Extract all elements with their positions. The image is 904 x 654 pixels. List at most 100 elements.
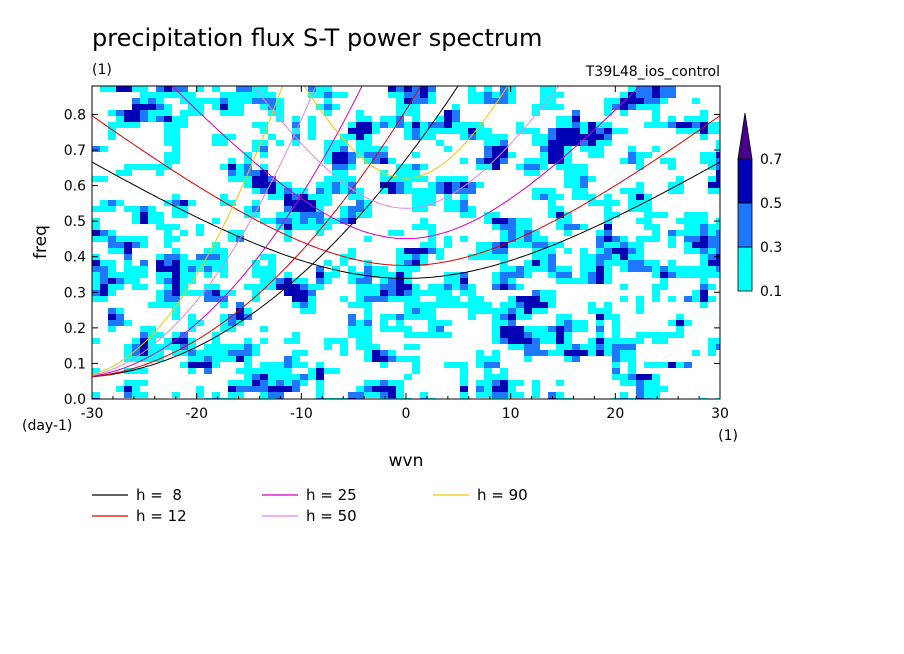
heatmap-cell [580, 176, 588, 182]
heatmap-cell [380, 284, 388, 290]
heatmap-cell [268, 92, 276, 98]
heatmap-cell [268, 188, 276, 194]
heatmap-cell [292, 356, 300, 362]
heatmap-cell [668, 188, 676, 194]
heatmap-cell [284, 356, 292, 362]
heatmap-cell [564, 218, 572, 224]
heatmap-cell [604, 98, 612, 104]
heatmap-cell [604, 308, 612, 314]
heatmap-cell [668, 272, 676, 278]
heatmap-cell [92, 224, 100, 230]
heatmap-cell [588, 344, 596, 350]
heatmap-cell [484, 380, 492, 386]
heatmap-cell [332, 92, 340, 98]
heatmap-cell [92, 176, 100, 182]
heatmap-cell [236, 368, 244, 374]
heatmap-cell [404, 308, 412, 314]
heatmap-cell [580, 140, 588, 146]
heatmap-cell [588, 254, 596, 260]
heatmap-cell [204, 260, 212, 266]
heatmap-cell [92, 392, 100, 398]
heatmap-cell [716, 158, 720, 164]
heatmap-cell [668, 164, 676, 170]
heatmap-cell [276, 140, 284, 146]
heatmap-cell [364, 356, 372, 362]
heatmap-cell [708, 224, 716, 230]
heatmap-cell [500, 392, 508, 398]
heatmap-cell [420, 194, 428, 200]
heatmap-cell [316, 206, 324, 212]
heatmap-cell [508, 152, 516, 158]
y-tick-label: 0.1 [64, 356, 86, 372]
heatmap-cell [124, 386, 132, 392]
heatmap-cell [116, 200, 124, 206]
heatmap-cell [716, 128, 720, 134]
heatmap-cell [492, 350, 500, 356]
heatmap-cell [180, 260, 188, 266]
heatmap-cell [308, 194, 316, 200]
heatmap-cell [356, 296, 364, 302]
heatmap-cell [316, 224, 324, 230]
heatmap-cell [716, 182, 720, 188]
heatmap-cell [388, 290, 396, 296]
heatmap-cell [532, 128, 540, 134]
heatmap-cell [500, 92, 508, 98]
heatmap-cell [692, 122, 700, 128]
heatmap-cell [564, 152, 572, 158]
heatmap-cell [452, 116, 460, 122]
heatmap-cell [620, 92, 628, 98]
heatmap-cell [100, 236, 108, 242]
heatmap-cell [500, 326, 508, 332]
heatmap-cell [268, 266, 276, 272]
heatmap-cell [628, 380, 636, 386]
heatmap-cell [284, 278, 292, 284]
heatmap-cell [596, 332, 604, 338]
heatmap-cell [428, 302, 436, 308]
heatmap-cell [132, 104, 140, 110]
heatmap-cell [412, 110, 420, 116]
heatmap-cell [276, 368, 284, 374]
heatmap-cell [156, 110, 164, 116]
heatmap-cell [188, 200, 196, 206]
heatmap-cell [156, 254, 164, 260]
heatmap-cell [92, 260, 100, 266]
heatmap-cell [228, 320, 236, 326]
heatmap-cell [692, 230, 700, 236]
heatmap-cell [124, 242, 132, 248]
heatmap-cell [132, 110, 140, 116]
heatmap-cell [404, 98, 412, 104]
heatmap-cell [668, 242, 676, 248]
heatmap-cell [180, 206, 188, 212]
heatmap-cell [276, 386, 284, 392]
heatmap-cell [668, 332, 676, 338]
heatmap-cell [252, 92, 260, 98]
heatmap-cell [708, 230, 716, 236]
heatmap-cell [100, 296, 108, 302]
heatmap-cell [148, 338, 156, 344]
heatmap-cell [524, 314, 532, 320]
heatmap-cell [132, 98, 140, 104]
heatmap-cell [252, 212, 260, 218]
heatmap-cell [532, 140, 540, 146]
heatmap-cell [372, 296, 380, 302]
heatmap-cell [580, 164, 588, 170]
heatmap-cell [396, 356, 404, 362]
heatmap-cell [436, 302, 444, 308]
heatmap-cell [428, 188, 436, 194]
heatmap-cell [348, 176, 356, 182]
heatmap-cell [212, 344, 220, 350]
heatmap-cell [244, 386, 252, 392]
heatmap-cell [228, 110, 236, 116]
heatmap-cell [708, 266, 716, 272]
heatmap-cell [428, 248, 436, 254]
heatmap-cell [356, 110, 364, 116]
heatmap-cell [236, 176, 244, 182]
heatmap-cell [508, 284, 516, 290]
heatmap-cell [596, 152, 604, 158]
heatmap-cell [564, 140, 572, 146]
heatmap-cell [108, 206, 116, 212]
heatmap-cell [492, 164, 500, 170]
heatmap-cell [140, 110, 148, 116]
heatmap-cell [148, 218, 156, 224]
heatmap-cell [628, 188, 636, 194]
